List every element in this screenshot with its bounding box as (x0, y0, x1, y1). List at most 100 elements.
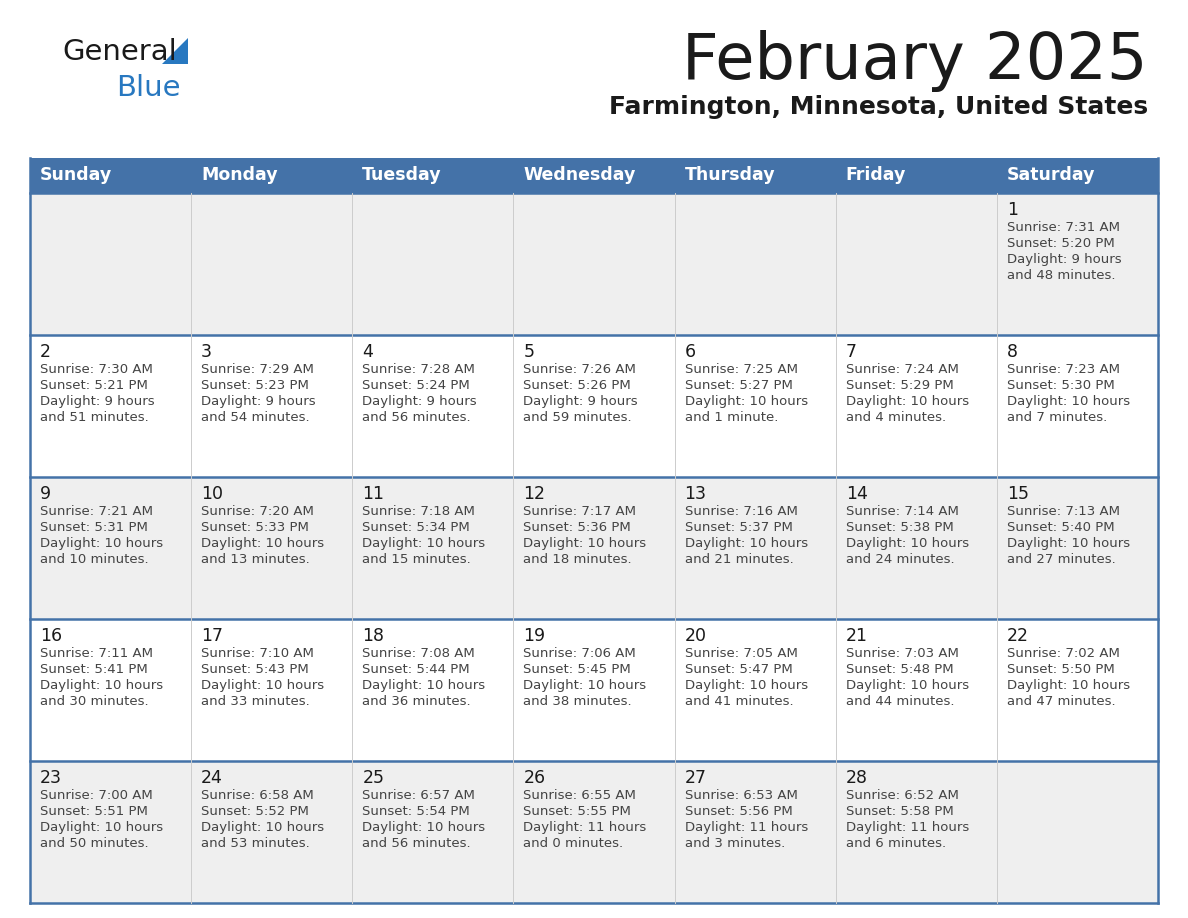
Text: 8: 8 (1007, 343, 1018, 361)
Text: Daylight: 10 hours: Daylight: 10 hours (201, 537, 324, 550)
Text: Sunrise: 7:28 AM: Sunrise: 7:28 AM (362, 363, 475, 376)
Text: Daylight: 9 hours: Daylight: 9 hours (40, 395, 154, 408)
Text: Sunset: 5:34 PM: Sunset: 5:34 PM (362, 521, 470, 534)
Text: Saturday: Saturday (1007, 166, 1095, 185)
Bar (30, 158, 191, 193)
Text: 20: 20 (684, 627, 707, 645)
Text: 5: 5 (524, 343, 535, 361)
Text: and 27 minutes.: and 27 minutes. (1007, 553, 1116, 566)
Text: Daylight: 10 hours: Daylight: 10 hours (362, 537, 486, 550)
Text: Daylight: 10 hours: Daylight: 10 hours (40, 537, 163, 550)
Text: Sunrise: 7:10 AM: Sunrise: 7:10 AM (201, 647, 314, 660)
Text: Daylight: 10 hours: Daylight: 10 hours (846, 679, 969, 692)
Text: and 1 minute.: and 1 minute. (684, 411, 778, 424)
Text: 4: 4 (362, 343, 373, 361)
Bar (191, 761, 353, 903)
Bar (997, 193, 1158, 335)
Text: Sunset: 5:54 PM: Sunset: 5:54 PM (362, 805, 470, 818)
Text: Sunday: Sunday (40, 166, 112, 185)
Text: 22: 22 (1007, 627, 1029, 645)
Text: Daylight: 10 hours: Daylight: 10 hours (1007, 537, 1130, 550)
Text: Sunrise: 7:24 AM: Sunrise: 7:24 AM (846, 363, 959, 376)
Text: 6: 6 (684, 343, 696, 361)
Bar (835, 477, 997, 619)
Text: Sunrise: 7:21 AM: Sunrise: 7:21 AM (40, 505, 153, 518)
Bar (513, 158, 675, 193)
Text: Sunset: 5:31 PM: Sunset: 5:31 PM (40, 521, 147, 534)
Text: Sunrise: 7:14 AM: Sunrise: 7:14 AM (846, 505, 959, 518)
Text: Blue: Blue (116, 74, 181, 102)
Text: 26: 26 (524, 769, 545, 787)
Text: and 33 minutes.: and 33 minutes. (201, 695, 310, 708)
Text: 10: 10 (201, 485, 223, 503)
Text: Sunset: 5:38 PM: Sunset: 5:38 PM (846, 521, 954, 534)
Text: and 30 minutes.: and 30 minutes. (40, 695, 148, 708)
Text: Daylight: 10 hours: Daylight: 10 hours (846, 395, 969, 408)
Text: Sunrise: 7:03 AM: Sunrise: 7:03 AM (846, 647, 959, 660)
Text: Sunrise: 7:02 AM: Sunrise: 7:02 AM (1007, 647, 1120, 660)
Bar (675, 158, 835, 193)
Text: Sunset: 5:30 PM: Sunset: 5:30 PM (1007, 379, 1114, 392)
Text: and 54 minutes.: and 54 minutes. (201, 411, 310, 424)
Text: Sunset: 5:41 PM: Sunset: 5:41 PM (40, 663, 147, 676)
Text: Daylight: 11 hours: Daylight: 11 hours (524, 821, 646, 834)
Text: Sunset: 5:20 PM: Sunset: 5:20 PM (1007, 237, 1114, 250)
Bar (353, 619, 513, 761)
Text: Daylight: 10 hours: Daylight: 10 hours (201, 821, 324, 834)
Text: Daylight: 9 hours: Daylight: 9 hours (201, 395, 316, 408)
Text: 2: 2 (40, 343, 51, 361)
Text: Sunrise: 7:18 AM: Sunrise: 7:18 AM (362, 505, 475, 518)
Text: and 36 minutes.: and 36 minutes. (362, 695, 470, 708)
Text: Sunset: 5:40 PM: Sunset: 5:40 PM (1007, 521, 1114, 534)
Text: and 50 minutes.: and 50 minutes. (40, 837, 148, 850)
Bar (675, 477, 835, 619)
Text: and 3 minutes.: and 3 minutes. (684, 837, 785, 850)
Text: Sunrise: 7:26 AM: Sunrise: 7:26 AM (524, 363, 637, 376)
Text: 1: 1 (1007, 201, 1018, 219)
Text: Wednesday: Wednesday (524, 166, 636, 185)
Text: Daylight: 10 hours: Daylight: 10 hours (684, 537, 808, 550)
Text: 9: 9 (40, 485, 51, 503)
Text: and 13 minutes.: and 13 minutes. (201, 553, 310, 566)
Bar (191, 335, 353, 477)
Text: Daylight: 10 hours: Daylight: 10 hours (684, 395, 808, 408)
Bar (353, 158, 513, 193)
Text: and 0 minutes.: and 0 minutes. (524, 837, 624, 850)
Bar (835, 158, 997, 193)
Text: Daylight: 10 hours: Daylight: 10 hours (40, 679, 163, 692)
Text: Sunset: 5:26 PM: Sunset: 5:26 PM (524, 379, 631, 392)
Text: 7: 7 (846, 343, 857, 361)
Text: February 2025: February 2025 (682, 30, 1148, 92)
Bar (513, 193, 675, 335)
Bar (30, 335, 191, 477)
Text: Sunset: 5:36 PM: Sunset: 5:36 PM (524, 521, 631, 534)
Text: 17: 17 (201, 627, 223, 645)
Text: 18: 18 (362, 627, 384, 645)
Text: Sunrise: 7:30 AM: Sunrise: 7:30 AM (40, 363, 153, 376)
Text: Farmington, Minnesota, United States: Farmington, Minnesota, United States (609, 95, 1148, 119)
Text: Sunset: 5:56 PM: Sunset: 5:56 PM (684, 805, 792, 818)
Bar (675, 619, 835, 761)
Text: Sunrise: 7:06 AM: Sunrise: 7:06 AM (524, 647, 637, 660)
Text: Sunrise: 6:58 AM: Sunrise: 6:58 AM (201, 789, 314, 802)
Text: Friday: Friday (846, 166, 906, 185)
Bar (835, 761, 997, 903)
Text: 25: 25 (362, 769, 384, 787)
Text: Sunrise: 6:53 AM: Sunrise: 6:53 AM (684, 789, 797, 802)
Text: Sunset: 5:21 PM: Sunset: 5:21 PM (40, 379, 147, 392)
Text: Daylight: 10 hours: Daylight: 10 hours (362, 679, 486, 692)
Text: Sunrise: 6:55 AM: Sunrise: 6:55 AM (524, 789, 637, 802)
Text: and 38 minutes.: and 38 minutes. (524, 695, 632, 708)
Bar (191, 477, 353, 619)
Text: Sunrise: 7:13 AM: Sunrise: 7:13 AM (1007, 505, 1120, 518)
Text: and 48 minutes.: and 48 minutes. (1007, 269, 1116, 282)
Text: Daylight: 10 hours: Daylight: 10 hours (524, 679, 646, 692)
Text: Sunset: 5:29 PM: Sunset: 5:29 PM (846, 379, 954, 392)
Text: Sunrise: 7:31 AM: Sunrise: 7:31 AM (1007, 221, 1120, 234)
Text: Sunset: 5:48 PM: Sunset: 5:48 PM (846, 663, 953, 676)
Text: and 18 minutes.: and 18 minutes. (524, 553, 632, 566)
Bar (997, 335, 1158, 477)
Text: Daylight: 10 hours: Daylight: 10 hours (362, 821, 486, 834)
Bar (997, 761, 1158, 903)
Bar (353, 477, 513, 619)
